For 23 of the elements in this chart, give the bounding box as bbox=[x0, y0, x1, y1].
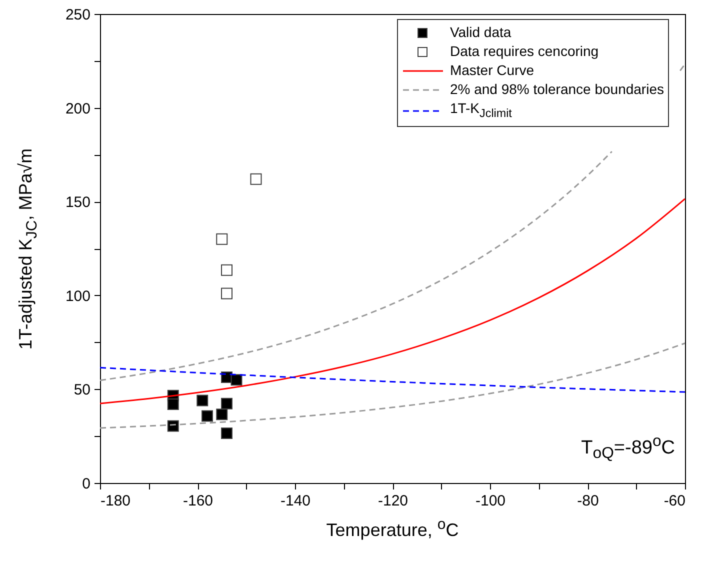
line-series bbox=[99, 342, 686, 429]
y-tick-label: 200 bbox=[65, 100, 90, 118]
x-tick-label: -140 bbox=[280, 492, 311, 510]
legend-label: 1T-K$_{Jclimit}$ bbox=[450, 99, 512, 122]
y-tick-label: 100 bbox=[65, 288, 90, 305]
line-series bbox=[99, 366, 686, 393]
legend-label: Data requires cencoring bbox=[450, 42, 599, 61]
y-tick-label: 50 bbox=[74, 382, 90, 399]
annotation: T$_{oQ}$=-89$^{o}$C bbox=[581, 433, 675, 464]
x-tick-label: -120 bbox=[378, 492, 408, 510]
x-tick-label: -160 bbox=[182, 492, 214, 510]
x-tick-label: -180 bbox=[100, 492, 131, 510]
x-tick-label: -80 bbox=[577, 492, 599, 510]
legend-label: 2% and 98% tolerance boundaries bbox=[450, 80, 664, 99]
legend-label: Master Curve bbox=[450, 61, 534, 80]
legend-label: Valid data bbox=[450, 23, 512, 42]
x-tick-label: -100 bbox=[475, 492, 506, 510]
x-axis-title: Temperature, $^{o}$C bbox=[326, 516, 459, 541]
y-tick-label: 150 bbox=[65, 194, 90, 212]
y-tick-label: 250 bbox=[65, 6, 90, 24]
x-tick-label: -60 bbox=[664, 492, 686, 510]
line-series bbox=[99, 198, 686, 404]
y-tick-label: 0 bbox=[82, 476, 90, 492]
